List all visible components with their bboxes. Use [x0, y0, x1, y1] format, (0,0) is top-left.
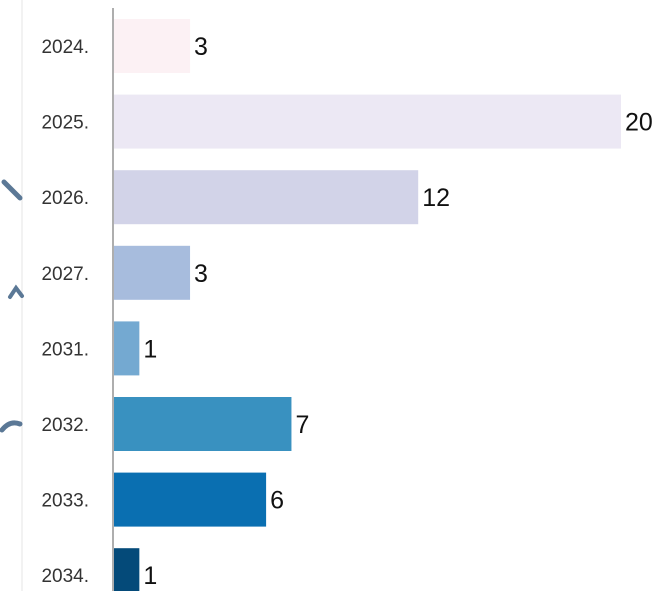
bar	[114, 245, 191, 300]
data-label: 3	[194, 260, 208, 288]
category-label: 2034.	[41, 566, 89, 587]
bar	[114, 472, 267, 527]
bar	[114, 548, 140, 596]
data-label: 1	[143, 562, 157, 590]
data-label: 1	[143, 335, 157, 363]
bar	[114, 170, 419, 225]
background-decoration	[0, 0, 24, 591]
bar	[114, 19, 191, 73]
data-label: 12	[422, 184, 450, 212]
bars-layer: 2024. 3 2025. 20 2026. 12 2027. 3 2031. 1 2032. 7 20…	[41, 19, 653, 596]
category-label: 2032.	[41, 415, 89, 436]
category-label: 2024.	[41, 37, 89, 58]
bar	[114, 94, 621, 149]
data-label: 20	[625, 109, 653, 137]
category-label: 2027.	[41, 264, 89, 285]
category-label: 2031.	[41, 339, 89, 360]
bar	[114, 397, 292, 451]
category-label: 2033.	[41, 491, 89, 512]
bar	[114, 321, 140, 376]
data-label: 7	[295, 411, 309, 439]
data-label: 6	[270, 487, 284, 515]
category-label: 2025.	[41, 113, 89, 134]
category-label: 2026.	[41, 188, 89, 209]
data-label: 3	[194, 33, 208, 61]
